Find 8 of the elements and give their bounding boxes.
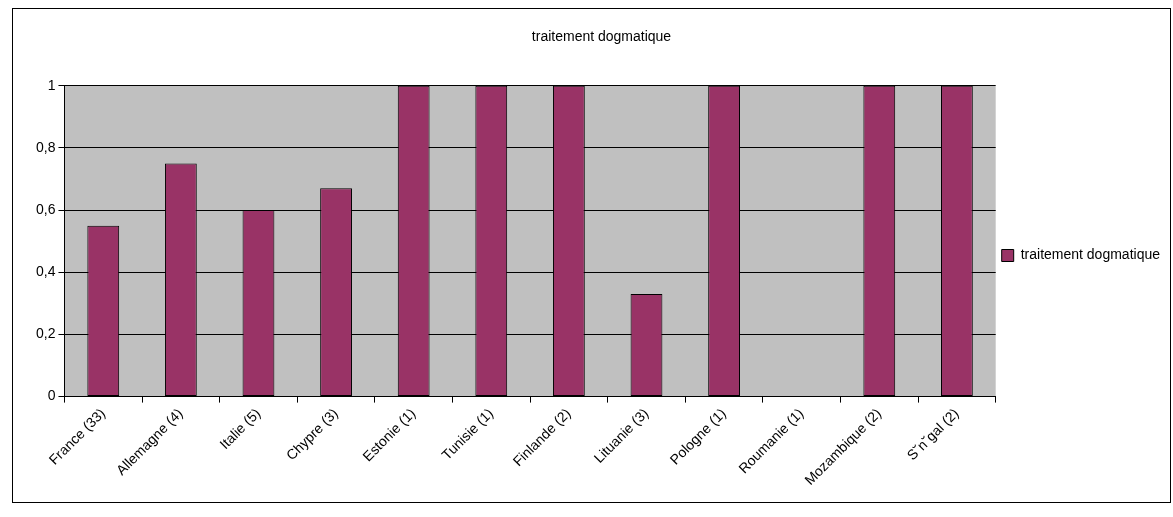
y-tick-label: 0,2 (35, 325, 56, 342)
y-tick-label: 0 (47, 387, 56, 404)
chart-title: traitement dogmatique (531, 28, 672, 45)
legend-label: traitement dogmatique (1020, 246, 1161, 263)
y-tick-label: 0,8 (35, 138, 56, 155)
y-tick-label: 0,4 (35, 263, 56, 280)
y-tick-label: 0,6 (35, 200, 56, 217)
y-tick-label: 1 (47, 76, 56, 93)
